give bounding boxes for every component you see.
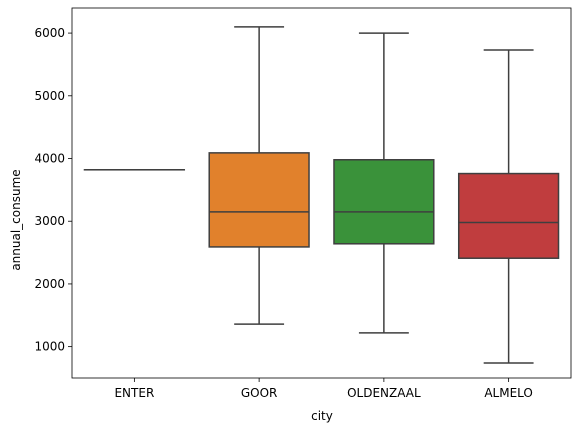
y-tick-label: 1000 bbox=[34, 340, 65, 354]
plot-area bbox=[84, 27, 558, 363]
y-tick-label: 2000 bbox=[34, 277, 65, 291]
y-tick-label: 4000 bbox=[34, 152, 65, 166]
x-tick-label: ALMELO bbox=[484, 386, 533, 400]
x-axis-label: city bbox=[311, 409, 333, 423]
box-iqr bbox=[459, 174, 559, 259]
y-tick-label: 6000 bbox=[34, 26, 65, 40]
box-iqr bbox=[209, 153, 309, 247]
box-oldenzaal bbox=[334, 33, 434, 333]
y-axis-label: annual_consume bbox=[9, 169, 23, 270]
box-iqr bbox=[334, 160, 434, 244]
x-tick-label: GOOR bbox=[241, 386, 278, 400]
y-tick-label: 5000 bbox=[34, 89, 65, 103]
x-tick-label: OLDENZAAL bbox=[347, 386, 421, 400]
y-tick-label: 3000 bbox=[34, 214, 65, 228]
box-almelo bbox=[459, 50, 559, 363]
x-tick-label: ENTER bbox=[114, 386, 154, 400]
box-goor bbox=[209, 27, 309, 324]
